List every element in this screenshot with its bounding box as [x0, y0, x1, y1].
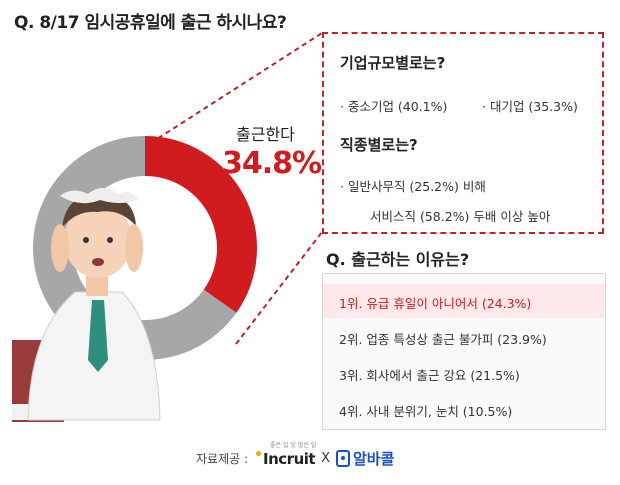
incruit-tagline: 좋은 일 잇 많은 일: [270, 441, 317, 449]
reason-text: 1위. 유급 휴일이 아니어서 (24.3%): [339, 296, 532, 311]
albacall-logo: 알바콜: [335, 448, 395, 469]
albacall-icon: [335, 450, 350, 467]
size-heading: 기업규모별로는?: [340, 54, 446, 72]
logo-separator: X: [321, 451, 330, 466]
sme-stat: · 중소기업 (40.1%): [340, 99, 448, 114]
incruit-dot-icon: [256, 450, 262, 456]
reason-text: 3위. 회사에서 출근 강요 (21.5%): [339, 368, 520, 383]
callout-label: 출근한다: [236, 125, 295, 144]
reason-title: Q. 출근하는 이유는?: [326, 250, 470, 269]
reason-list: 1위. 유급 휴일이 아니어서 (24.3%) 2위. 업종 특성상 출근 불가…: [322, 273, 606, 430]
callout-percent: 34.8%: [222, 146, 322, 181]
worker-illustration: [12, 188, 161, 422]
large-company-stat: · 대기업 (35.3%): [482, 99, 578, 114]
connector-line-top: [142, 32, 323, 149]
albacall-name: 알바콜: [352, 450, 395, 468]
job-heading: 직종별로는?: [340, 136, 418, 154]
reason-item-3: 3위. 회사에서 출근 강요 (21.5%): [323, 356, 605, 390]
connector-line-bottom: [235, 231, 323, 345]
reason-item-4: 4위. 사내 분위기, 눈치 (10.5%): [323, 392, 605, 426]
reason-item-1: 1위. 유급 휴일이 아니어서 (24.3%): [323, 284, 605, 318]
reason-item-2: 2위. 업종 특성상 출근 불가피 (23.9%): [323, 320, 605, 354]
reason-text: 2위. 업종 특성상 출근 불가피 (23.9%): [339, 332, 547, 347]
incruit-logo: 좋은 일 잇 많은 일 Incruit: [254, 442, 316, 468]
office-job-stat: · 일반사무직 (25.2%) 비해: [340, 179, 486, 194]
service-job-stat: 서비스직 (58.2%) 두배 이상 높아: [370, 209, 551, 224]
donut-slice-work: [145, 136, 257, 313]
detail-box: 기업규모별로는? · 중소기업 (40.1%) · 대기업 (35.3%) 직종…: [322, 32, 604, 234]
question-title: Q. 8/17 임시공휴일에 출근 하시나요?: [14, 13, 287, 33]
source-label: 자료제공 :: [196, 452, 249, 466]
reason-text: 4위. 사내 분위기, 눈치 (10.5%): [339, 404, 513, 419]
source-credit: 자료제공 : 좋은 일 잇 많은 일 Incruit X 알바콜: [196, 442, 395, 469]
incruit-name: Incruit: [263, 449, 316, 468]
